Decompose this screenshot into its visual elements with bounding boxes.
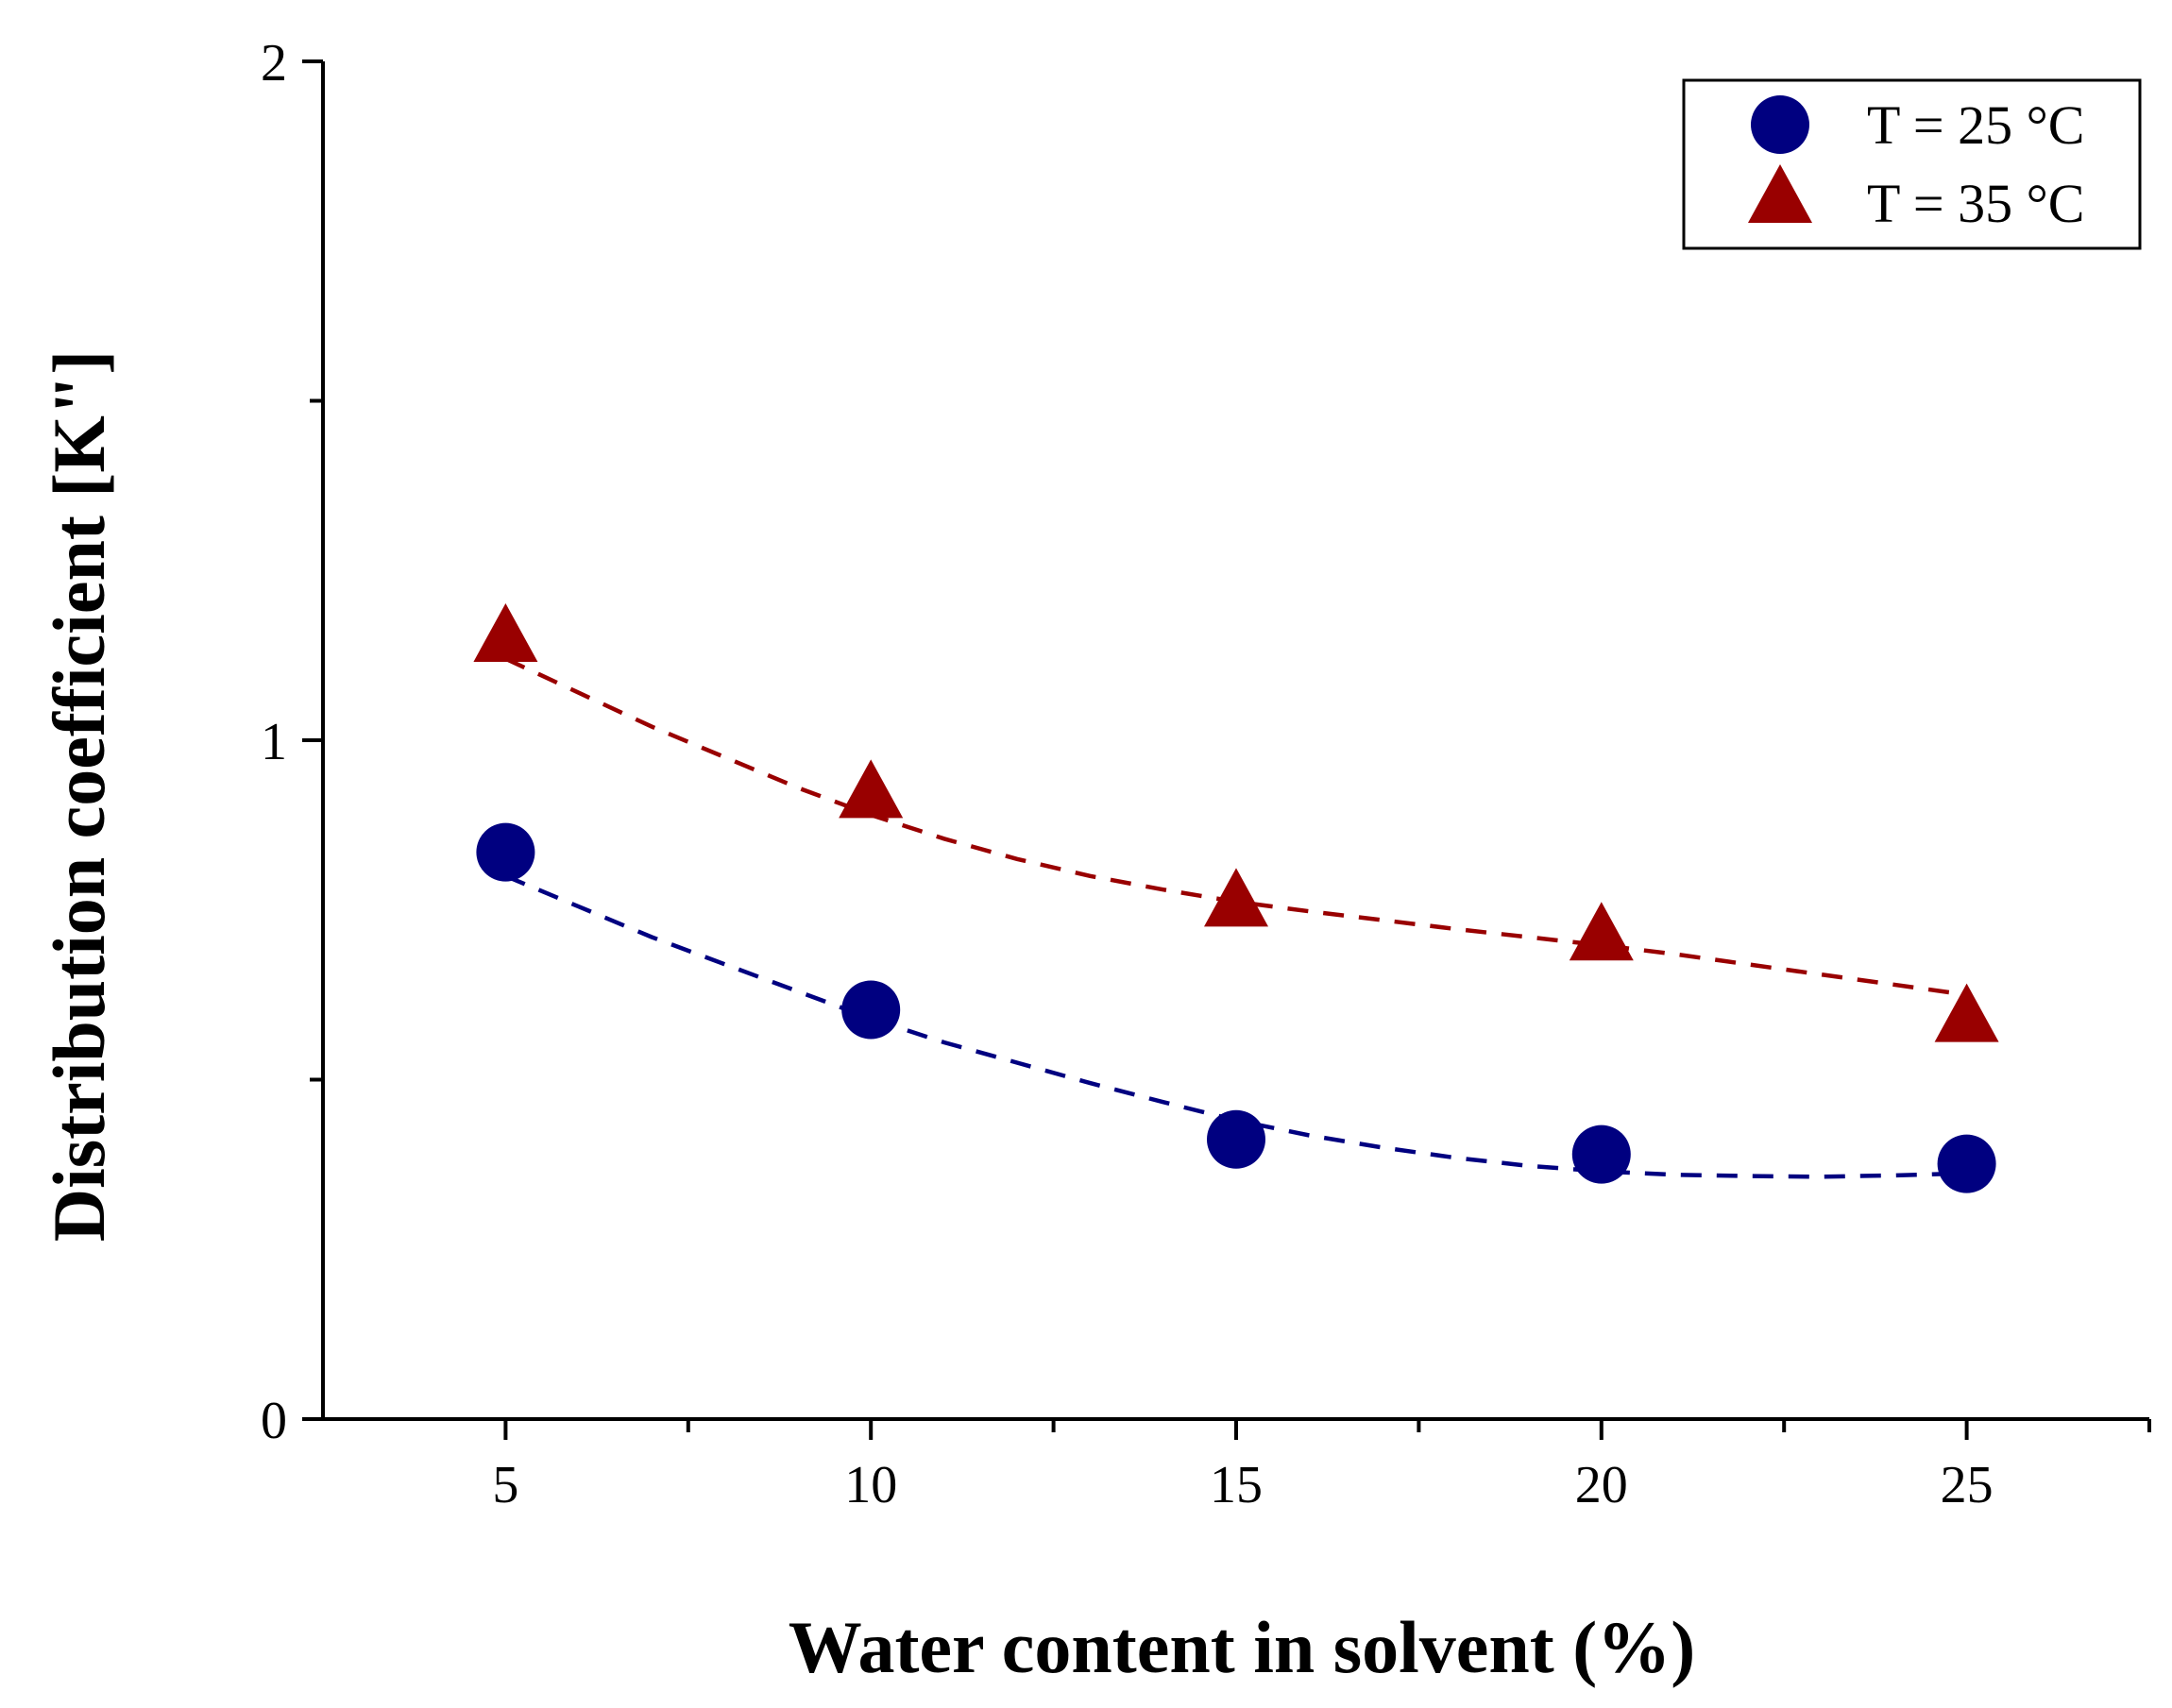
- legend-label-25c: T = 25 °C: [1867, 94, 2084, 156]
- data-point-s1-2: [1204, 868, 1268, 927]
- fit-line-series-1: [504, 656, 1967, 997]
- data-point-s1-0: [473, 602, 538, 662]
- y-tick-label-1: 1: [261, 713, 287, 771]
- x-tick-label-5: 5: [492, 1456, 518, 1514]
- data-point-s1-4: [1934, 983, 1999, 1042]
- data-point-s0-4: [1937, 1134, 1996, 1193]
- legend-marker-35c: [1748, 164, 1812, 223]
- x-tick-label-15: 15: [1210, 1456, 1263, 1514]
- data-point-s0-0: [476, 822, 535, 882]
- y-tick-label-0: 0: [261, 1392, 287, 1450]
- data-markers: [473, 602, 1999, 1193]
- legend-label-35c: T = 35 °C: [1867, 173, 2084, 234]
- x-axis-title: Water content in solvent (%): [789, 1606, 1695, 1688]
- y-tick-label-2: 2: [261, 34, 287, 93]
- tick-labels: 5 10 15 20 25 0 1 2: [261, 34, 1994, 1514]
- data-point-s0-1: [841, 980, 901, 1040]
- data-point-s0-2: [1207, 1109, 1265, 1169]
- data-point-s0-3: [1571, 1125, 1631, 1184]
- y-axis-title: Distribution coefficient [K"]: [38, 350, 120, 1242]
- legend: T = 25 °C T = 35 °C: [1682, 78, 2142, 250]
- x-tick-label-20: 20: [1575, 1456, 1628, 1514]
- axes: [302, 59, 2151, 1440]
- x-tick-label-25: 25: [1941, 1456, 1994, 1514]
- data-point-s1-3: [1569, 902, 1634, 961]
- data-point-s1-1: [839, 759, 904, 819]
- x-tick-label-10: 10: [844, 1456, 897, 1514]
- legend-marker-25c: [1751, 95, 1809, 154]
